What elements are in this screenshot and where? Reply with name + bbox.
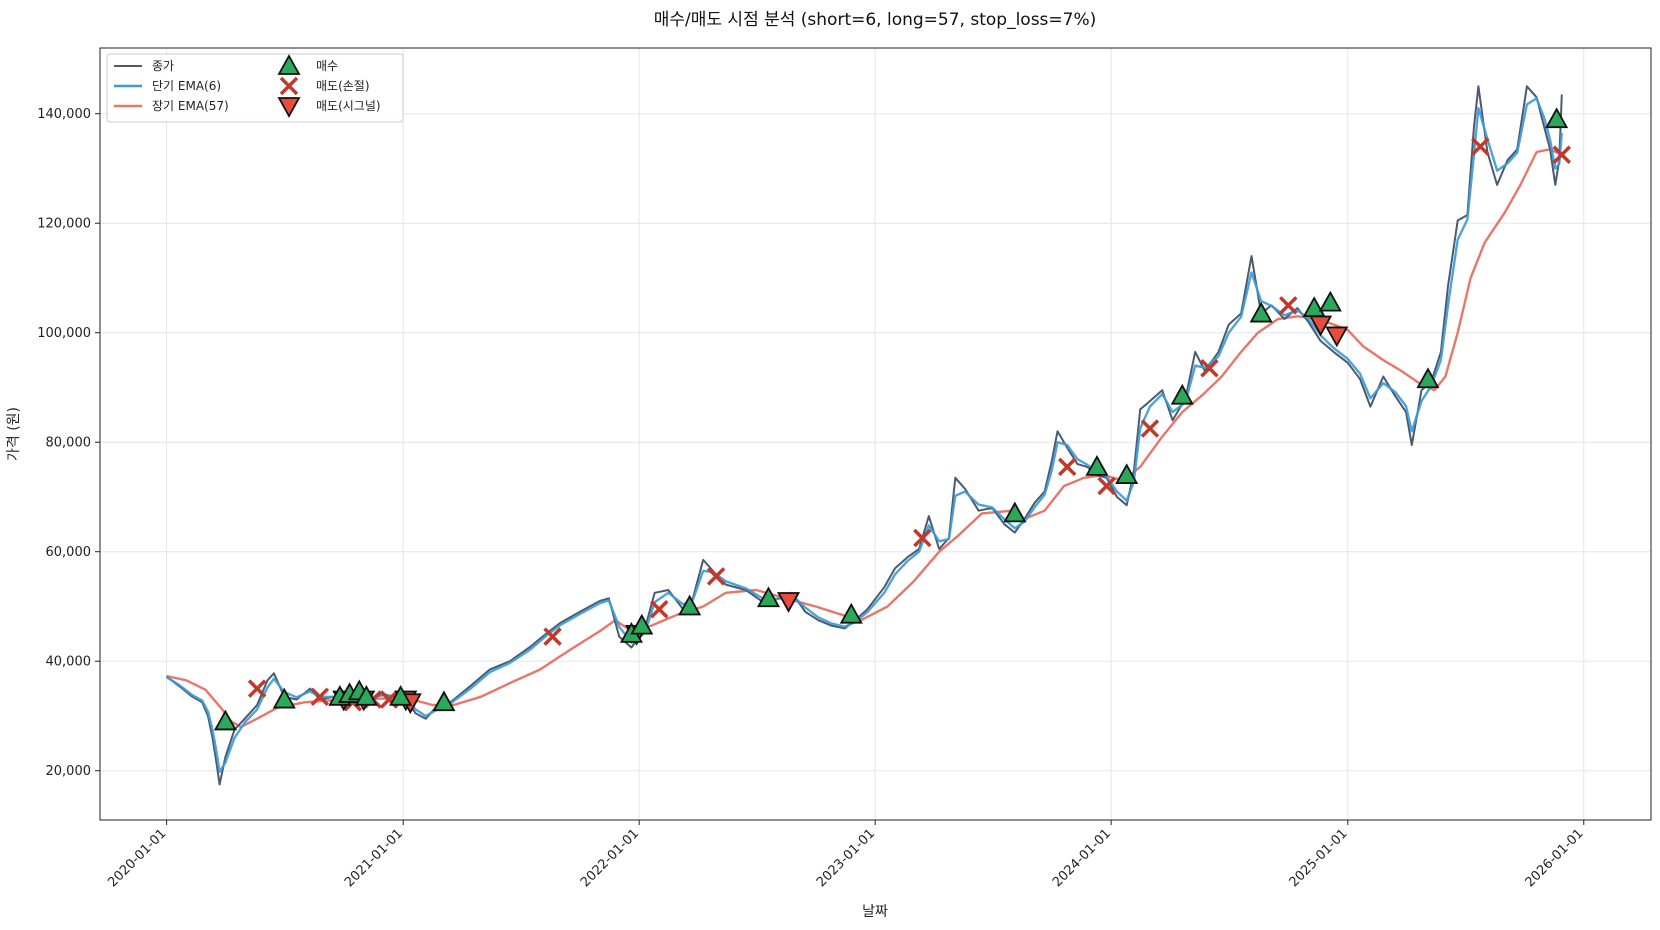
x-tick-label: 2020-01-01 [105, 826, 169, 890]
sell-signal-marker [1325, 326, 1349, 348]
sell-stop-marker [706, 567, 726, 586]
x-axis: 2020-01-01 2021-01-01 2022-01-01 2023-01-01… [105, 820, 1587, 890]
y-tick-label: 100,000 [37, 326, 91, 341]
y-tick-label: 80,000 [46, 436, 92, 451]
y-axis-title: 가격 (원) [6, 407, 22, 461]
legend-ema-long-label: 장기 EMA(57) [152, 99, 229, 113]
buy-marker [1115, 463, 1139, 484]
y-tick-label: 120,000 [37, 217, 91, 232]
buy-marker [354, 684, 378, 706]
sell-stop-marker [247, 679, 267, 698]
x-tick-label: 2023-01-01 [814, 826, 878, 890]
sell-stop-marker [650, 599, 669, 619]
sell-stop-marker [1097, 476, 1116, 496]
legend-sell-stop-label: 매도(손절) [316, 79, 370, 93]
buy-marker [1416, 367, 1440, 389]
x-tick-label: 2025-01-01 [1287, 826, 1351, 890]
y-axis: 20,000 40,000 60,000 80,000 100,000 120,000 14… [37, 107, 100, 779]
y-tick-label: 20,000 [46, 764, 92, 779]
grid [100, 48, 1651, 820]
buy-marker [1003, 501, 1027, 523]
series-lines [165, 85, 1563, 786]
buy-marker [1249, 301, 1273, 323]
sell-stop-marker [1552, 145, 1572, 165]
close-line [165, 85, 1563, 786]
buy-marker [1318, 290, 1342, 312]
x-tick-label: 2022-01-01 [578, 826, 642, 890]
legend-sell-signal-icon [277, 97, 301, 118]
x-tick-label: 2026-01-01 [1523, 826, 1587, 890]
sell-stop-marker [913, 528, 932, 548]
sell-stop-marker [1140, 419, 1160, 438]
buy-marker [272, 687, 296, 709]
legend-buy-label: 매수 [316, 59, 338, 73]
legend-buy-icon [277, 54, 301, 75]
buy-marker [630, 613, 654, 635]
sell-stop-marker [543, 627, 562, 646]
buy-marker [432, 690, 456, 712]
legend-close-label: 종가 [152, 59, 174, 73]
buy-marker [839, 602, 863, 624]
sell-signal-marker [777, 592, 801, 613]
legend-box [106, 53, 404, 123]
buy-marker [1085, 454, 1109, 476]
ema-long-line [166, 148, 1563, 729]
y-tick-label: 40,000 [46, 655, 92, 670]
x-axis-title: 날짜 [862, 904, 888, 920]
buy-marker [213, 709, 237, 731]
buy-marker [389, 684, 413, 706]
buy-marker [678, 594, 702, 616]
legend-ema-short-label: 단기 EMA(6) [152, 79, 221, 93]
sell-stop-marker [1279, 296, 1298, 315]
buy-marker [1302, 296, 1326, 317]
legend: 종가 단기 EMA(6) 장기 EMA(57) 매수 매도(손절) 매도(시그널… [106, 53, 404, 123]
sell-stop-marker [310, 687, 330, 707]
legend-sell-signal-label: 매도(시그널) [316, 99, 381, 113]
sell-stop-marker [1200, 359, 1219, 378]
y-tick-label: 60,000 [46, 545, 92, 560]
buy-marker [756, 586, 781, 608]
trade-markers [213, 107, 1572, 731]
sell-stop-marker [1057, 457, 1077, 477]
buy-marker [1545, 107, 1569, 129]
chart-title: 매수/매도 시점 분석 (short=6, long=57, stop_loss… [654, 10, 1097, 30]
buy-marker [1170, 383, 1194, 405]
ema-short-line [165, 97, 1563, 773]
sell-stop-marker [1471, 137, 1490, 156]
legend-sell-stop-icon [279, 76, 299, 96]
x-tick-label: 2021-01-01 [342, 826, 406, 890]
x-tick-label: 2024-01-01 [1050, 826, 1114, 890]
y-tick-label: 140,000 [37, 107, 91, 122]
